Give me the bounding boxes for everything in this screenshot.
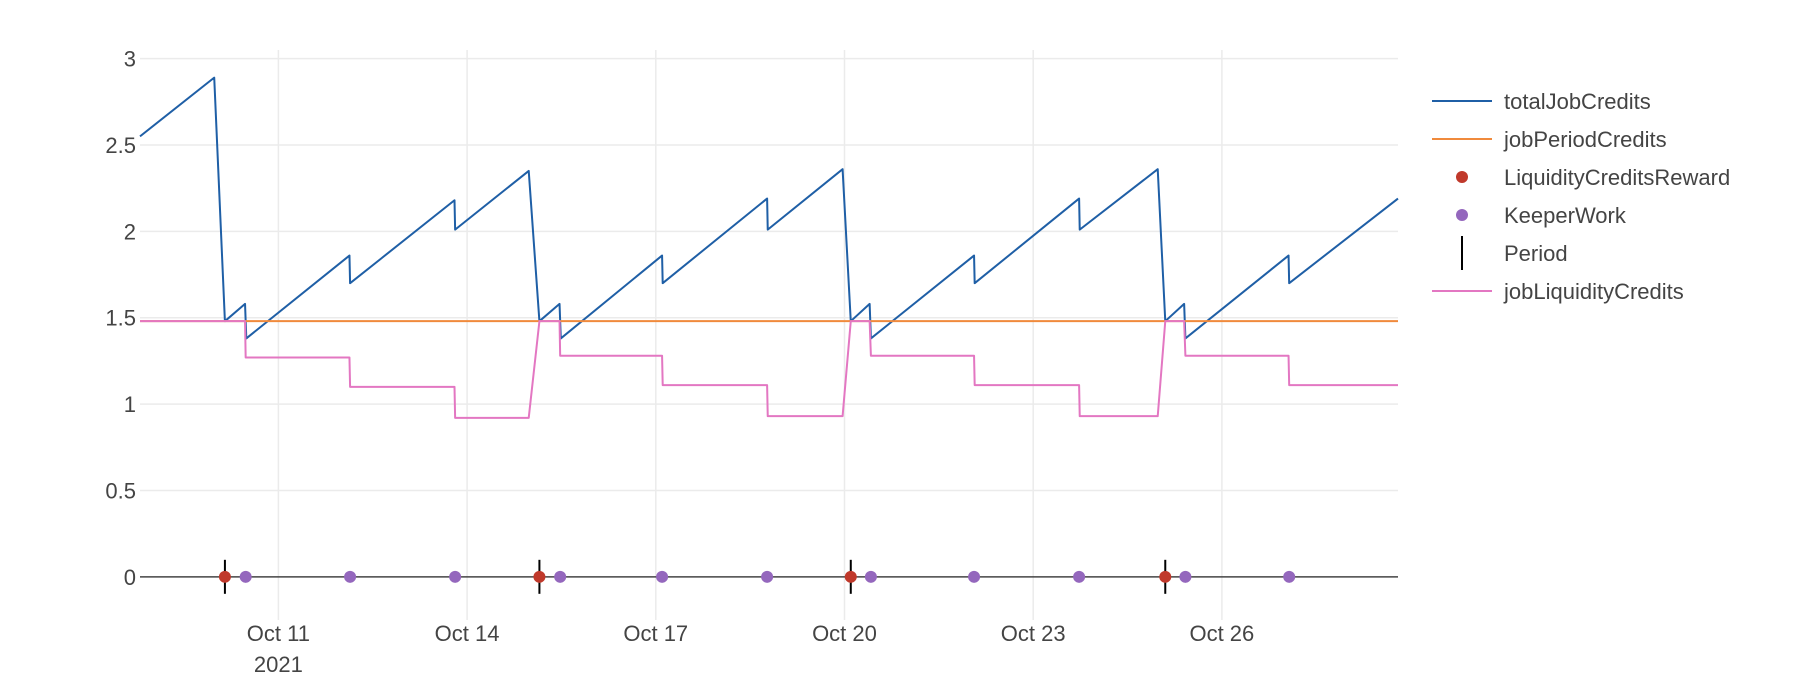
x-tick: Oct 26 xyxy=(1189,621,1254,646)
legend-item-period[interactable]: Period xyxy=(1461,236,1568,270)
legend-swatch xyxy=(1456,171,1468,183)
plot-series xyxy=(139,76,1399,419)
y-tick: 0.5 xyxy=(105,478,136,503)
x-tick-label: Oct 17 xyxy=(623,621,688,646)
legend-item-liquidity-credits-reward[interactable]: LiquidityCreditsReward xyxy=(1456,165,1730,190)
liquidity-credits-reward-point xyxy=(218,570,231,583)
keeper-work-point xyxy=(344,570,357,583)
y-tick: 2.5 xyxy=(105,133,136,158)
y-tick-label: 2.5 xyxy=(105,133,136,158)
legend-item-total-job-credits[interactable]: totalJobCredits xyxy=(1432,89,1651,114)
x-gridlines xyxy=(277,50,1223,620)
legend[interactable]: totalJobCredits jobPeriodCredits Liquidity… xyxy=(1432,89,1730,304)
y-tick: 1 xyxy=(124,392,136,417)
total-job-credits-line xyxy=(139,76,1399,340)
y-tick-label: 1 xyxy=(124,392,136,417)
y-tick: 0 xyxy=(124,565,136,590)
y-tick-label: 0.5 xyxy=(105,478,136,503)
y-tick-label: 2 xyxy=(124,219,136,244)
x-tick: Oct 14 xyxy=(435,621,500,646)
legend-swatch xyxy=(1456,209,1468,221)
y-axis: 0 0.5 1 1.5 2 2.5 3 xyxy=(105,47,136,590)
y-tick: 1.5 xyxy=(105,306,136,331)
plot-markers xyxy=(218,559,1296,594)
x-tick: Oct 11 2021 xyxy=(247,621,310,677)
legend-label: jobLiquidityCredits xyxy=(1503,279,1684,304)
keeper-work-point xyxy=(1283,570,1296,583)
legend-item-keeper-work[interactable]: KeeperWork xyxy=(1456,203,1627,228)
legend-label: Period xyxy=(1504,241,1568,266)
x-tick: Oct 20 xyxy=(812,621,877,646)
x-tick-label: Oct 20 xyxy=(812,621,877,646)
y-tick: 2 xyxy=(124,219,136,244)
x-tick-label: Oct 14 xyxy=(435,621,500,646)
keeper-work-point xyxy=(554,570,567,583)
keeper-work-point xyxy=(449,570,462,583)
legend-label: LiquidityCreditsReward xyxy=(1504,165,1730,190)
x-tick-label: Oct 23 xyxy=(1001,621,1066,646)
y-tick-label: 1.5 xyxy=(105,306,136,331)
legend-item-job-liquidity-credits[interactable]: jobLiquidityCredits xyxy=(1432,279,1684,304)
legend-label: jobPeriodCredits xyxy=(1503,127,1667,152)
x-tick-sublabel: 2021 xyxy=(254,652,303,677)
legend-label: KeeperWork xyxy=(1504,203,1627,228)
x-tick-label: Oct 26 xyxy=(1189,621,1254,646)
y-tick-label: 0 xyxy=(124,565,136,590)
liquidity-credits-reward-point xyxy=(1159,570,1172,583)
y-gridlines xyxy=(140,57,1398,578)
keeper-work-point xyxy=(656,570,669,583)
x-tick: Oct 23 xyxy=(1001,621,1066,646)
liquidity-credits-reward-point xyxy=(533,570,546,583)
keeper-work-point xyxy=(761,570,774,583)
x-axis: Oct 11 2021 Oct 14 Oct 17 Oct 20 Oct 23 Oct 26 xyxy=(247,621,1255,677)
keeper-work-point xyxy=(864,570,877,583)
keeper-work-point xyxy=(968,570,981,583)
legend-label: totalJobCredits xyxy=(1504,89,1651,114)
keeper-work-point xyxy=(239,570,252,583)
job-liquidity-credits-line xyxy=(140,320,1398,419)
keeper-work-point xyxy=(1179,570,1192,583)
y-tick-label: 3 xyxy=(124,47,136,72)
legend-item-job-period-credits[interactable]: jobPeriodCredits xyxy=(1432,127,1667,152)
y-tick: 3 xyxy=(124,47,136,72)
x-tick-label: Oct 11 xyxy=(247,621,310,646)
liquidity-credits-reward-point xyxy=(844,570,857,583)
keeper-work-point xyxy=(1073,570,1086,583)
x-tick: Oct 17 xyxy=(623,621,688,646)
